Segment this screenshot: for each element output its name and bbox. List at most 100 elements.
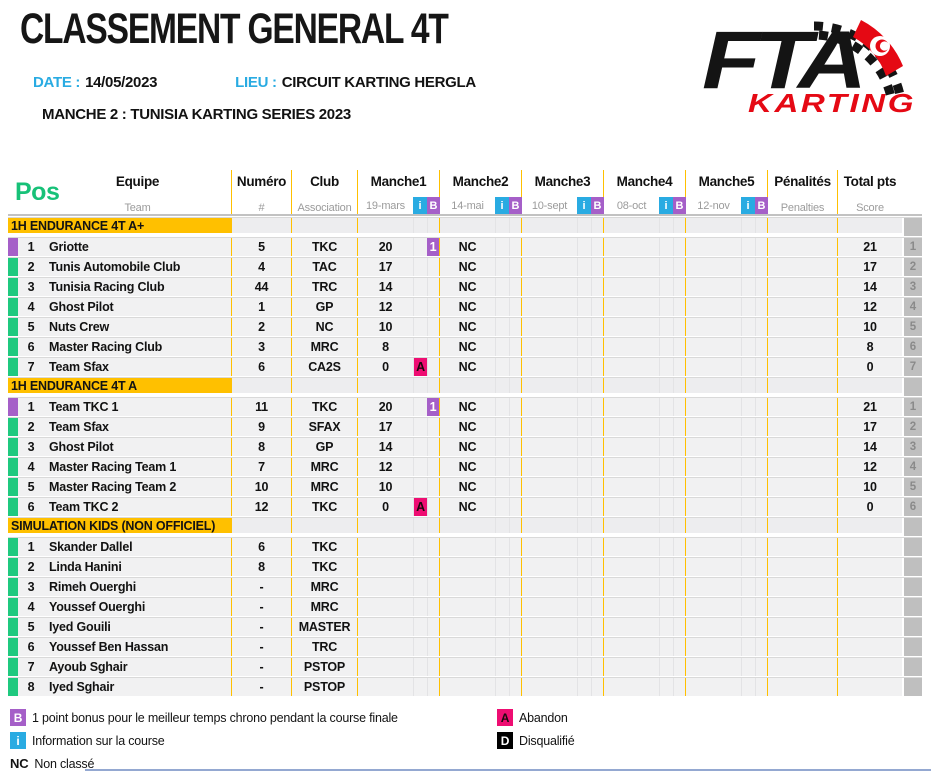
section-header-row: SIMULATION KIDS (NON OFFICIEL) [8, 518, 922, 536]
ranking-row: 6 Team TKC 2 12 TKC 0 A NC 0 6 [8, 498, 922, 516]
total-cell: 0 [838, 358, 902, 376]
position-indicator [8, 398, 18, 416]
rank-cell: 1 [904, 238, 922, 256]
total-column-header: Total pts Score [838, 170, 902, 214]
rank-cell: 4 [904, 298, 922, 316]
rank-cell [904, 518, 922, 536]
total-cell: 21 [838, 238, 902, 256]
manche1-points-cell: 20 [358, 238, 413, 256]
position-indicator [8, 318, 18, 336]
manche1-points-cell: 17 [358, 418, 413, 436]
meta-line: DATE :14/05/2023 LIEU : CIRCUIT KARTING HE… [33, 74, 476, 91]
team-cell: Ghost Pilot [44, 298, 232, 316]
number-cell: 8 [232, 438, 292, 456]
manche2-points-cell [440, 598, 495, 616]
position-cell: 1 [18, 398, 44, 416]
team-cell: Team TKC 1 [44, 398, 232, 416]
number-cell: - [232, 578, 292, 596]
position-cell: 4 [18, 598, 44, 616]
logo-fta-text: FTA [702, 15, 861, 106]
total-cell: 17 [838, 418, 902, 436]
manche1-points-cell [358, 658, 413, 676]
date-label: DATE : [33, 74, 81, 91]
number-cell: 6 [232, 358, 292, 376]
ranking-row: 6 Master Racing Club 3 MRC 8 NC 8 6 [8, 338, 922, 356]
manche1-points-cell [358, 638, 413, 656]
number-cell: 3 [232, 338, 292, 356]
manche2-points-cell [440, 578, 495, 596]
team-cell: Master Racing Team 2 [44, 478, 232, 496]
penalties-cell [768, 618, 838, 636]
number-cell: 8 [232, 558, 292, 576]
team-cell: Tunis Automobile Club [44, 258, 232, 276]
manche2-points-cell: NC [440, 438, 495, 456]
number-cell: 11 [232, 398, 292, 416]
position-indicator [8, 558, 18, 576]
club-cell: MRC [292, 478, 358, 496]
disqualified-badge-icon: D [497, 732, 513, 749]
manche1-points-cell: 8 [358, 338, 413, 356]
team-cell: Iyed Gouili [44, 618, 232, 636]
penalties-cell [768, 318, 838, 336]
ranking-row: 2 Team Sfax 9 SFAX 17 NC 17 2 [8, 418, 922, 436]
legend-info-text: Information sur la course [32, 733, 165, 748]
manche2-points-cell [440, 618, 495, 636]
club-cell: TKC [292, 538, 358, 556]
position-cell: 4 [18, 298, 44, 316]
number-cell: 44 [232, 278, 292, 296]
manche1-points-cell: 14 [358, 438, 413, 456]
manche-line: MANCHE 2 : TUNISIA KARTING SERIES 2023 [42, 106, 351, 123]
info-badge-icon: i [577, 197, 591, 214]
manche2-points-cell: NC [440, 418, 495, 436]
manche2-points-cell [440, 538, 495, 556]
penalties-cell [768, 398, 838, 416]
info-badge-icon: i [10, 732, 26, 749]
position-cell: 6 [18, 638, 44, 656]
manche1-points-cell [358, 558, 413, 576]
team-cell: Team TKC 2 [44, 498, 232, 516]
column-label: Manche5 [698, 174, 755, 189]
column-sublabel: 12-nov [697, 199, 730, 212]
position-cell: 7 [18, 358, 44, 376]
ranking-row: 8 Iyed Sghair - PSTOP [8, 678, 922, 696]
ranking-table: Pos Equipe Team Numéro # Club Associatio… [8, 170, 922, 698]
team-cell: Team Sfax [44, 418, 232, 436]
legend-bonus-text: 1 point bonus pour le meilleur temps chr… [32, 710, 398, 725]
number-cell: 5 [232, 238, 292, 256]
number-cell: 12 [232, 498, 292, 516]
legend-disqualified-text: Disqualifié [519, 733, 575, 748]
ranking-row: 1 Skander Dallel 6 TKC [8, 538, 922, 556]
ranking-row: 5 Iyed Gouili - MASTER [8, 618, 922, 636]
position-indicator [8, 618, 18, 636]
manche1-column-header: Manche1 19-mars i B [358, 170, 440, 214]
table-body: 1H ENDURANCE 4T A+ 1 Griotte 5 TKC 20 1 NC 21 1 2 T… [8, 218, 922, 696]
club-cell: TRC [292, 278, 358, 296]
bonus-badge-icon: B [755, 197, 768, 214]
penalties-cell [768, 678, 838, 696]
legend-left: B 1 point bonus pour le meilleur temps c… [10, 709, 398, 771]
club-cell: SFAX [292, 418, 358, 436]
ranking-row: 7 Ayoub Sghair - PSTOP [8, 658, 922, 676]
rank-cell: 7 [904, 358, 922, 376]
column-sublabel: Penalties [780, 202, 825, 214]
manche1-points-cell [358, 598, 413, 616]
penalties-cell [768, 238, 838, 256]
team-cell: Youssef Ben Hassan [44, 638, 232, 656]
manche5-column-header: Manche5 12-nov i B [686, 170, 768, 214]
club-cell: MRC [292, 458, 358, 476]
column-label: Manche1 [370, 174, 427, 189]
total-cell [838, 538, 902, 556]
penalties-cell [768, 258, 838, 276]
penalties-cell [768, 498, 838, 516]
bonus-badge-icon: B [591, 197, 604, 214]
manche1-points-cell [358, 678, 413, 696]
info-badge-icon: i [741, 197, 755, 214]
position-indicator [8, 298, 18, 316]
position-indicator [8, 578, 18, 596]
column-label: Manche3 [534, 174, 591, 189]
penalties-cell [768, 658, 838, 676]
rank-cell: 3 [904, 278, 922, 296]
position-indicator [8, 638, 18, 656]
position-cell: 3 [18, 438, 44, 456]
info-badge-icon: i [495, 197, 509, 214]
